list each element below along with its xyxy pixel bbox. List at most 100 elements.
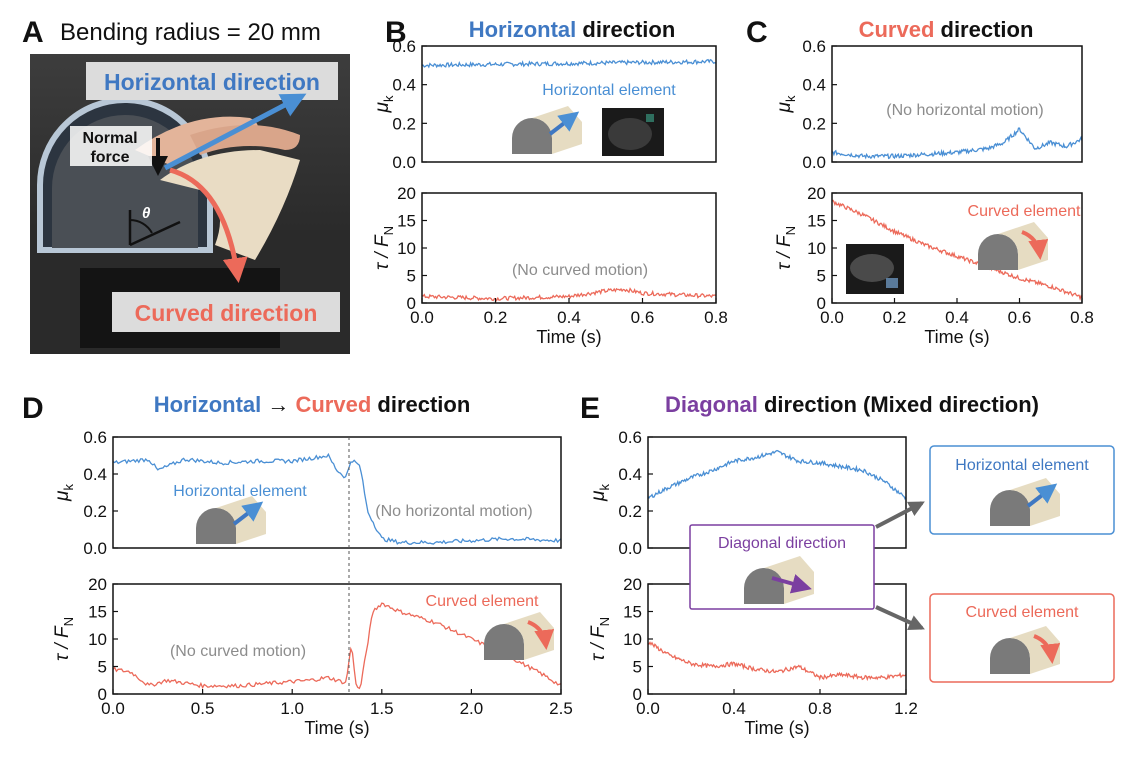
y-tick-label: 10 bbox=[623, 630, 642, 649]
y-tick-label: 5 bbox=[407, 267, 416, 286]
panel-d-top-annotation-1: Horizontal element bbox=[173, 483, 307, 500]
y-tick-label: 0.6 bbox=[802, 37, 826, 56]
panel-d-title-rest: direction bbox=[371, 392, 470, 417]
y-tick-label: 10 bbox=[88, 630, 107, 649]
chart-b-top: 0.0 0.2 0.4 0.6 μk bbox=[372, 37, 717, 172]
plot-frame bbox=[421, 45, 717, 163]
y-tick-label: 0.0 bbox=[618, 539, 642, 558]
horizontal-element-icon bbox=[512, 106, 582, 154]
plot-frame bbox=[112, 436, 562, 549]
curved-arrow bbox=[169, 167, 248, 283]
panel-e-header: E Diagonal direction (Mixed direction) bbox=[580, 392, 1039, 425]
normal-force-label-1: Normal bbox=[82, 130, 137, 147]
horizontal-element-icon-d bbox=[196, 496, 266, 544]
data-series-line-0 bbox=[421, 58, 717, 69]
y-axis-label-main: μ bbox=[52, 490, 73, 502]
x-tick-label: 0.6 bbox=[631, 308, 655, 327]
horizontal-direction-label: Horizontal direction bbox=[104, 69, 320, 95]
y-axis-label-sub: N bbox=[783, 226, 798, 235]
data-series-line-0 bbox=[112, 452, 562, 545]
curved-motion-photo bbox=[846, 244, 904, 294]
y-tick-label: 10 bbox=[807, 239, 826, 258]
panel-e-title-colored: Diagonal bbox=[665, 392, 758, 417]
curved-element-box-label: Curved element bbox=[966, 604, 1080, 621]
y-axis-label-sub: N bbox=[61, 617, 76, 626]
y-tick-label: 20 bbox=[807, 184, 826, 203]
pointer-to-horizontal bbox=[875, 501, 925, 529]
y-axis-label-main: μ bbox=[588, 490, 609, 502]
panel-b-label: B bbox=[385, 16, 407, 49]
x-tick-label: 0.8 bbox=[808, 699, 832, 718]
y-tick-label: 15 bbox=[88, 603, 107, 622]
panel-b-bottom-annotation: (No curved motion) bbox=[512, 262, 648, 279]
y-axis-label: μk bbox=[52, 484, 76, 502]
panel-c-header: C Curved direction bbox=[746, 16, 1033, 49]
y-tick-label: 15 bbox=[397, 212, 416, 231]
y-tick-label: 5 bbox=[98, 658, 107, 677]
curved-element-icon-d bbox=[484, 612, 555, 660]
curved-element-icon bbox=[978, 222, 1049, 270]
panel-a-title: Bending radius = 20 mm bbox=[60, 19, 321, 46]
horizontal-arrow bbox=[163, 93, 307, 171]
y-axis-label-sub: k bbox=[61, 484, 76, 491]
panel-d-bottom-annotation-2: Curved element bbox=[426, 593, 540, 610]
x-tick-label: 1.2 bbox=[894, 699, 918, 718]
panel-c-title-rest: direction bbox=[934, 17, 1033, 42]
panel-d-header: D Horizontal → Curved direction bbox=[22, 392, 470, 425]
normal-force-label-2: force bbox=[90, 149, 129, 166]
panel-d-title-arrow: → bbox=[261, 392, 295, 417]
chart-d-top: 0.0 0.2 0.4 0.6 μk bbox=[52, 428, 562, 558]
x-tick-label: 0.6 bbox=[1008, 308, 1032, 327]
panel-b-header: B Horizontal direction bbox=[385, 16, 675, 49]
y-tick-label: 0 bbox=[633, 685, 642, 704]
y-tick-label: 20 bbox=[397, 184, 416, 203]
horizontal-motion-photo bbox=[602, 108, 664, 156]
x-tick-label: 0.0 bbox=[410, 308, 434, 327]
y-tick-label: 0 bbox=[98, 685, 107, 704]
y-axis-label: τ / FN bbox=[588, 617, 612, 661]
panel-b-title-colored: Horizontal bbox=[469, 17, 577, 42]
curved-element-icon-e bbox=[990, 626, 1061, 674]
data-series-line-0 bbox=[831, 199, 1083, 301]
panel-d-title-colored-2: Curved bbox=[295, 392, 371, 417]
y-axis-label-main: μ bbox=[372, 101, 393, 113]
diagonal-element-icon bbox=[744, 556, 814, 604]
y-tick-label: 15 bbox=[623, 603, 642, 622]
y-tick-label: 20 bbox=[88, 575, 107, 594]
y-axis-label-sub: N bbox=[597, 617, 612, 626]
y-axis-label-main: τ / F bbox=[52, 625, 73, 661]
y-tick-label: 0.0 bbox=[392, 153, 416, 172]
y-tick-label: 0.2 bbox=[392, 114, 416, 133]
y-tick-label: 0 bbox=[817, 294, 826, 313]
x-tick-label: 0.2 bbox=[484, 308, 508, 327]
x-tick-label: 2.0 bbox=[460, 699, 484, 718]
y-tick-label: 20 bbox=[623, 575, 642, 594]
x-tick-label: 0.0 bbox=[101, 699, 125, 718]
x-tick-label: 2.5 bbox=[549, 699, 573, 718]
pointer-to-curved bbox=[875, 605, 925, 630]
y-tick-label: 5 bbox=[817, 267, 826, 286]
panel-d-bottom-annotation-1: (No curved motion) bbox=[170, 643, 306, 660]
chart-d-bottom: 0 5 10 15 20 0.0 0.5 1.0 1.5 2.0 2.5 Time (s) τ / FN bbox=[52, 575, 573, 738]
y-axis-label: μk bbox=[774, 95, 798, 113]
data-series-line-0 bbox=[421, 287, 717, 302]
x-tick-label: 1.0 bbox=[280, 699, 304, 718]
y-axis-label-sub: N bbox=[381, 226, 396, 235]
y-tick-label: 0.6 bbox=[618, 428, 642, 447]
x-tick-label: 0.0 bbox=[636, 699, 660, 718]
x-tick-label: 0.4 bbox=[557, 308, 581, 327]
y-tick-label: 0.0 bbox=[802, 153, 826, 172]
data-series-line-0 bbox=[647, 641, 907, 682]
panel-c-top-annotation: (No horizontal motion) bbox=[886, 102, 1043, 119]
y-tick-label: 0.6 bbox=[392, 37, 416, 56]
y-axis-label-main: τ / F bbox=[774, 234, 795, 270]
panel-d-label: D bbox=[22, 392, 44, 425]
horizontal-direction-box bbox=[86, 62, 338, 100]
x-tick-label: 0.4 bbox=[722, 699, 746, 718]
horizontal-element-icon-e bbox=[990, 478, 1060, 526]
horizontal-element-box-label: Horizontal element bbox=[955, 457, 1089, 474]
y-axis-label-sub: k bbox=[783, 95, 798, 102]
y-axis-label: μk bbox=[372, 95, 396, 113]
x-tick-label: 1.5 bbox=[370, 699, 394, 718]
y-tick-label: 0.4 bbox=[618, 465, 642, 484]
